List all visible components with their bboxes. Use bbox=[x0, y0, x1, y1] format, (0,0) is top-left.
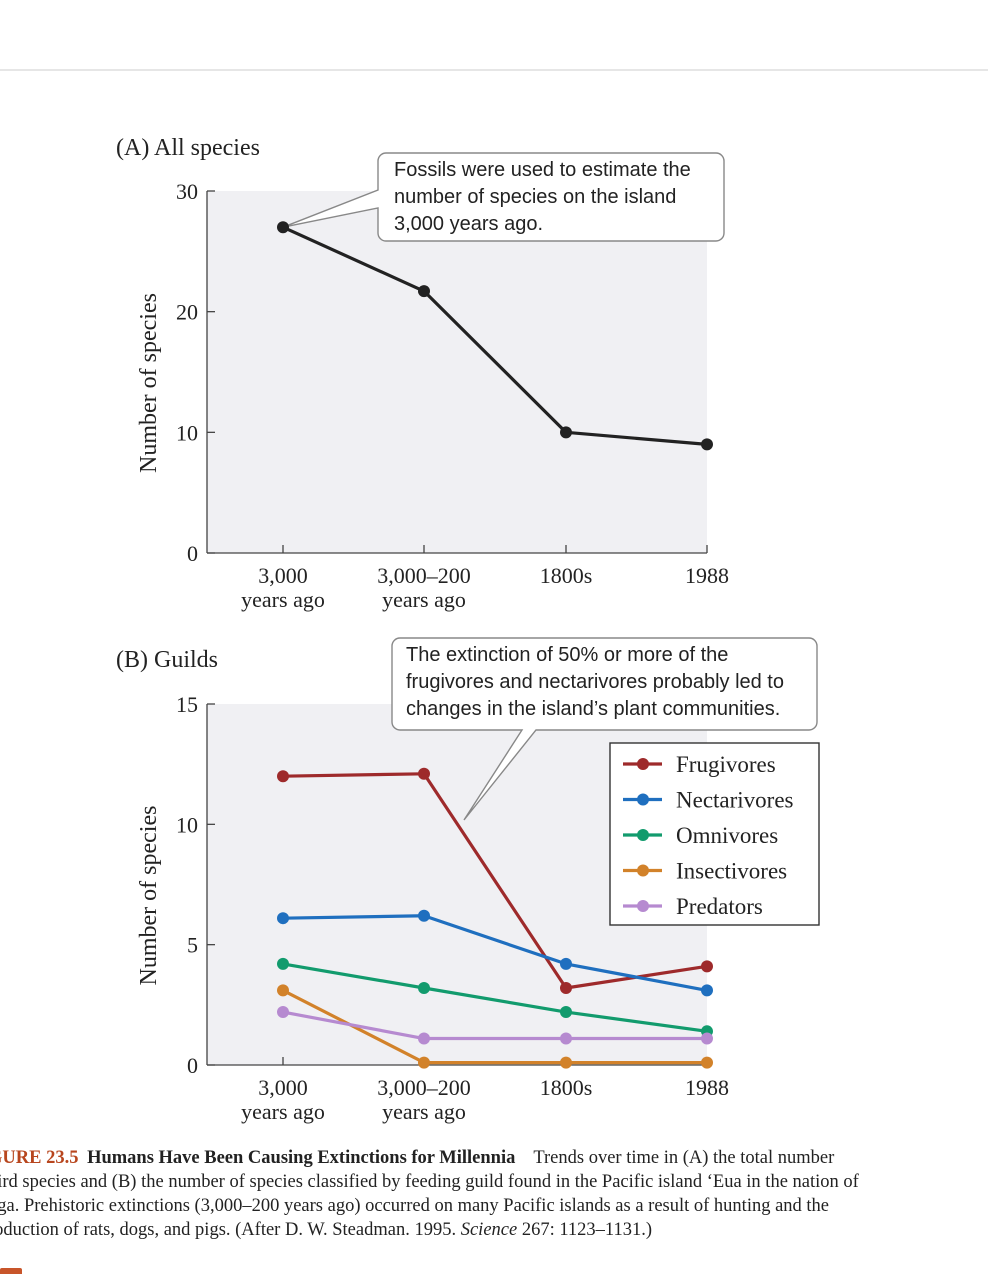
x-tick-label: years ago bbox=[241, 1099, 325, 1124]
data-point-nectarivores bbox=[418, 909, 430, 922]
y-axis-label: Number of species bbox=[136, 806, 162, 986]
annotation-callout bbox=[391, 637, 818, 821]
figure: (A) All species 0 10 20 30 Number of species 3… bbox=[0, 69, 988, 1124]
data-point-insectivores bbox=[277, 984, 289, 997]
x-tick-label: 1800s bbox=[540, 563, 593, 588]
data-point-insectivores bbox=[701, 1056, 713, 1069]
figure-caption: GURE 23.5 Humans Have Been Causing Extin… bbox=[0, 1146, 978, 1242]
annotation-text: Fossils were used to estimate the bbox=[394, 159, 691, 181]
data-point-omnivores bbox=[418, 981, 430, 994]
caption-line-2: bird species and (B) the number of speci… bbox=[0, 1172, 859, 1192]
y-tick-label: 10 bbox=[176, 812, 198, 837]
y-tick-label: 20 bbox=[176, 300, 198, 325]
data-point-nectarivores bbox=[701, 984, 713, 997]
legend-label: Insectivores bbox=[676, 859, 787, 884]
data-point-nectarivores bbox=[560, 957, 572, 970]
data-point-predators bbox=[277, 1006, 289, 1019]
x-tick-label: 1800s bbox=[540, 1075, 593, 1100]
caption-line-1: GURE 23.5 Humans Have Been Causing Extin… bbox=[0, 1146, 978, 1170]
series-line-predators bbox=[282, 1010, 707, 1041]
x-tick-label: years ago bbox=[382, 587, 466, 612]
annotation-text: changes in the island’s plant communitie… bbox=[406, 698, 780, 720]
series-line-nectarivores bbox=[282, 914, 708, 992]
series-line-all-species bbox=[282, 225, 708, 446]
x-tick-label: 3,000–200 bbox=[377, 1075, 471, 1100]
data-point-frugivores bbox=[560, 981, 572, 994]
data-point-frugivores bbox=[277, 770, 289, 783]
data-point-predators bbox=[701, 1032, 713, 1045]
y-axis-label: Number of species bbox=[136, 293, 162, 473]
data-point-omnivores bbox=[560, 1006, 572, 1019]
panel-label: (A) All species bbox=[116, 135, 260, 161]
panel-a-all-species: (A) All species 0 10 20 30 Number of species 3… bbox=[116, 135, 729, 612]
x-tick-label: years ago bbox=[382, 1099, 466, 1124]
caption-figure-title: Humans Have Been Causing Extinctions for… bbox=[87, 1148, 516, 1168]
caption-line-4: roduction of rats, dogs, and pigs. (Afte… bbox=[0, 1218, 978, 1242]
x-tick-label: years ago bbox=[241, 587, 325, 612]
legend-swatch-marker bbox=[637, 758, 649, 770]
legend-label: Nectarivores bbox=[676, 788, 794, 813]
x-tick-label: 3,000–200 bbox=[377, 563, 471, 588]
caption-figure-label: GURE 23.5 bbox=[0, 1148, 79, 1168]
panel-label: (B) Guilds bbox=[116, 647, 218, 673]
data-point-all-species bbox=[418, 285, 430, 298]
y-tick-label: 5 bbox=[187, 933, 198, 958]
annotation-text: frugivores and nectarivores probably led… bbox=[406, 671, 784, 693]
legend-swatch-marker bbox=[637, 900, 649, 912]
plot-background bbox=[207, 191, 707, 553]
data-point-frugivores bbox=[418, 767, 430, 780]
legend-swatch-marker bbox=[637, 864, 649, 877]
x-tick-label: 1988 bbox=[685, 1075, 729, 1100]
data-point-predators bbox=[418, 1032, 430, 1045]
caption-journal: Science bbox=[460, 1220, 518, 1240]
legend-label: Omnivores bbox=[676, 823, 778, 848]
y-tick-label: 30 bbox=[176, 179, 198, 204]
annotation-text: number of species on the island bbox=[394, 186, 676, 208]
legend-label: Frugivores bbox=[676, 752, 776, 777]
y-tick-label: 0 bbox=[187, 541, 198, 566]
caption-line-4-b: 267: 1123–1131.) bbox=[517, 1220, 653, 1240]
caption-line-1-text: Trends over time in (A) the total number bbox=[533, 1148, 835, 1168]
legend-swatch-marker bbox=[637, 829, 649, 841]
data-point-all-species bbox=[701, 438, 713, 451]
data-point-insectivores bbox=[560, 1056, 572, 1069]
annotation-text: 3,000 years ago. bbox=[394, 213, 543, 235]
caption-line-4-a: roduction of rats, dogs, and pigs. (Afte… bbox=[0, 1220, 461, 1240]
legend-swatch-marker bbox=[637, 793, 649, 806]
data-point-insectivores bbox=[418, 1056, 430, 1069]
legend-label: Predators bbox=[676, 894, 763, 919]
data-point-predators bbox=[560, 1032, 572, 1045]
y-tick-label: 10 bbox=[176, 420, 198, 445]
data-point-nectarivores bbox=[277, 912, 289, 925]
caption-line-3: nga. Prehistoric extinctions (3,000–200 … bbox=[0, 1196, 830, 1216]
data-point-all-species bbox=[277, 221, 289, 234]
data-point-frugivores bbox=[701, 960, 713, 973]
data-point-all-species bbox=[560, 426, 572, 439]
x-tick-label: 3,000 bbox=[258, 1075, 308, 1100]
annotation-text: The extinction of 50% or more of the bbox=[406, 644, 728, 666]
x-tick-label: 3,000 bbox=[258, 563, 308, 588]
section-marker bbox=[0, 1268, 22, 1274]
annotation-callout bbox=[282, 152, 725, 242]
y-tick-label: 0 bbox=[187, 1053, 198, 1078]
series-line-omnivores bbox=[282, 962, 708, 1033]
data-point-omnivores bbox=[277, 957, 289, 970]
y-tick-label: 15 bbox=[176, 692, 198, 717]
x-tick-label: 1988 bbox=[685, 563, 729, 588]
